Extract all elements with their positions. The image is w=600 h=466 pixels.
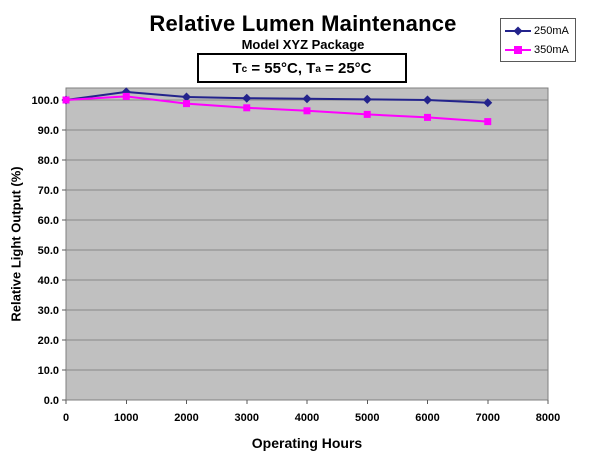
x-tick-label: 0 (63, 412, 69, 424)
chart-subtitle: Model XYZ Package (241, 37, 365, 52)
series-marker-250mA (483, 98, 493, 108)
legend-swatch-250mA (505, 26, 531, 35)
series-marker-350mA (243, 104, 251, 112)
series-marker-350mA (484, 118, 492, 126)
tc-symbol: T (232, 59, 242, 77)
series-marker-250mA (182, 92, 191, 102)
x-tick-label: 1000 (114, 412, 138, 424)
x-tick-label: 8000 (536, 412, 560, 424)
ta-value: = 25°C (320, 59, 372, 77)
legend-swatch-350mA (505, 45, 531, 54)
series-marker-350mA (122, 92, 130, 100)
plot-area-bg (65, 87, 549, 401)
series-line-350mA (65, 95, 488, 123)
y-tick-label: 60.0 (38, 215, 59, 227)
y-tick-label: 100.0 (31, 95, 59, 107)
series-marker-250mA (242, 93, 252, 103)
legend-label: 250mA (534, 24, 569, 37)
x-tick-label: 7000 (476, 412, 500, 424)
ta-symbol: T (306, 59, 316, 77)
legend: 250mA 350mA (500, 18, 576, 62)
legend-label: 350mA (534, 43, 569, 56)
x-tick-label: 3000 (235, 412, 259, 424)
y-tick-label: 10.0 (38, 365, 59, 377)
series-marker-350mA (62, 96, 70, 104)
y-tick-label: 50.0 (38, 245, 59, 257)
series-marker-350mA (363, 110, 371, 118)
series-marker-250mA (423, 95, 432, 105)
x-tick-label: 6000 (415, 412, 439, 424)
series-line-250mA (65, 90, 488, 104)
legend-item-350mA: 350mA (501, 40, 575, 59)
series-marker-350mA (424, 113, 431, 121)
series-marker-350mA (183, 100, 190, 108)
y-tick-label: 80.0 (38, 155, 59, 167)
x-tick-label: 2000 (174, 412, 198, 424)
chart-title: Relative Lumen Maintenance (149, 11, 457, 36)
series-marker-250mA (302, 94, 312, 104)
y-tick-label: 20.0 (38, 335, 59, 347)
series-marker-250mA (362, 94, 372, 104)
y-tick-label: 70.0 (38, 185, 59, 197)
y-tick-label: 30.0 (38, 305, 59, 317)
legend-item-250mA: 250mA (501, 21, 575, 40)
x-axis-title: Operating Hours (251, 435, 363, 451)
x-tick-label: 4000 (295, 412, 319, 424)
y-tick-label: 40.0 (38, 275, 59, 287)
x-tick-label: 5000 (355, 412, 379, 424)
y-tick-label: 0.0 (44, 395, 59, 407)
series-marker-350mA (303, 107, 311, 115)
tc-value: = 55°C, (247, 59, 307, 77)
y-tick-label: 90.0 (38, 125, 59, 137)
